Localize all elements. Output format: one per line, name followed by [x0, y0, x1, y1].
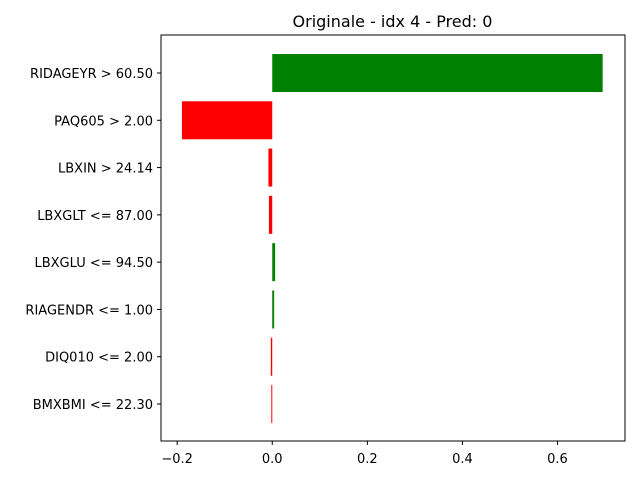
- y-tick-label: RIAGENDR <= 1.00: [25, 303, 153, 318]
- y-tick-label: LBXIN > 24.14: [58, 162, 153, 177]
- bar-2: [268, 148, 273, 187]
- y-tick-label: LBXGLU <= 94.50: [34, 256, 153, 271]
- bar-5: [272, 290, 275, 329]
- chart-title: Originale - idx 4 - Pred: 0: [293, 12, 493, 31]
- y-tick-label: PAQ605 > 2.00: [54, 114, 153, 129]
- x-ticks: −0.2 0.0 0.2 0.4 0.6: [161, 441, 568, 467]
- bar-4: [272, 243, 276, 282]
- bar-1: [181, 101, 273, 140]
- bar-3: [268, 195, 273, 234]
- x-tick-label: −0.2: [161, 452, 193, 467]
- bars-layer: [181, 54, 603, 423]
- x-tick-label: 0.6: [547, 452, 568, 467]
- x-tick-label: 0.4: [452, 452, 473, 467]
- y-tick-label: LBXGLT <= 87.00: [37, 209, 153, 224]
- y-ticks: RIDAGEYR > 60.50 PAQ605 > 2.00 LBXIN > 24.…: [25, 67, 161, 413]
- bar-7: [271, 385, 273, 423]
- y-tick-label: DIQ010 <= 2.00: [45, 351, 153, 366]
- x-tick-label: 0.2: [357, 452, 378, 467]
- y-tick-label: RIDAGEYR > 60.50: [30, 67, 153, 82]
- bar-6: [270, 337, 273, 376]
- y-tick-label: BMXBMI <= 22.30: [33, 398, 153, 413]
- x-tick-label: 0.0: [262, 452, 283, 467]
- plot-frame: [160, 34, 626, 442]
- bar-0: [272, 54, 603, 92]
